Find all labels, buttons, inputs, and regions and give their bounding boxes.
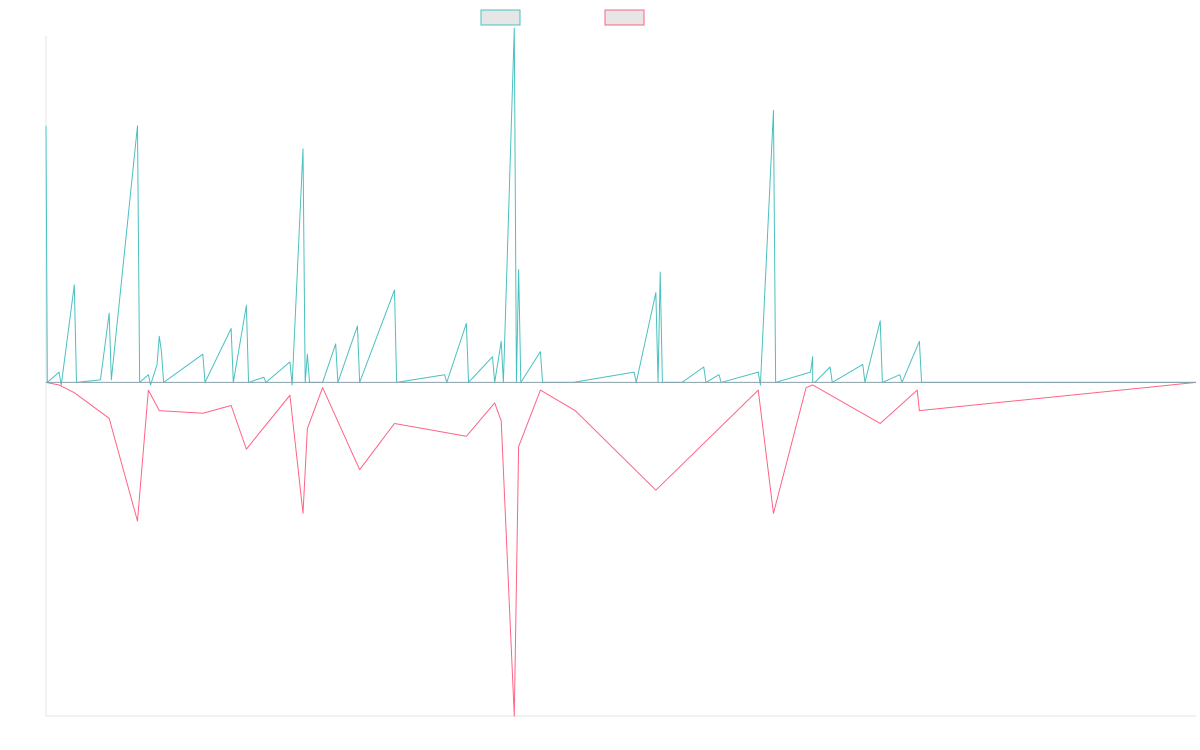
legend — [480, 9, 645, 26]
series-line-1 — [45, 27, 1196, 386]
legend-swatch-series-2[interactable] — [604, 9, 645, 26]
legend-swatch-series-1[interactable] — [480, 9, 521, 26]
axes — [45, 36, 1196, 717]
series-line-2 — [45, 381, 1197, 717]
plot-area — [45, 27, 1197, 717]
